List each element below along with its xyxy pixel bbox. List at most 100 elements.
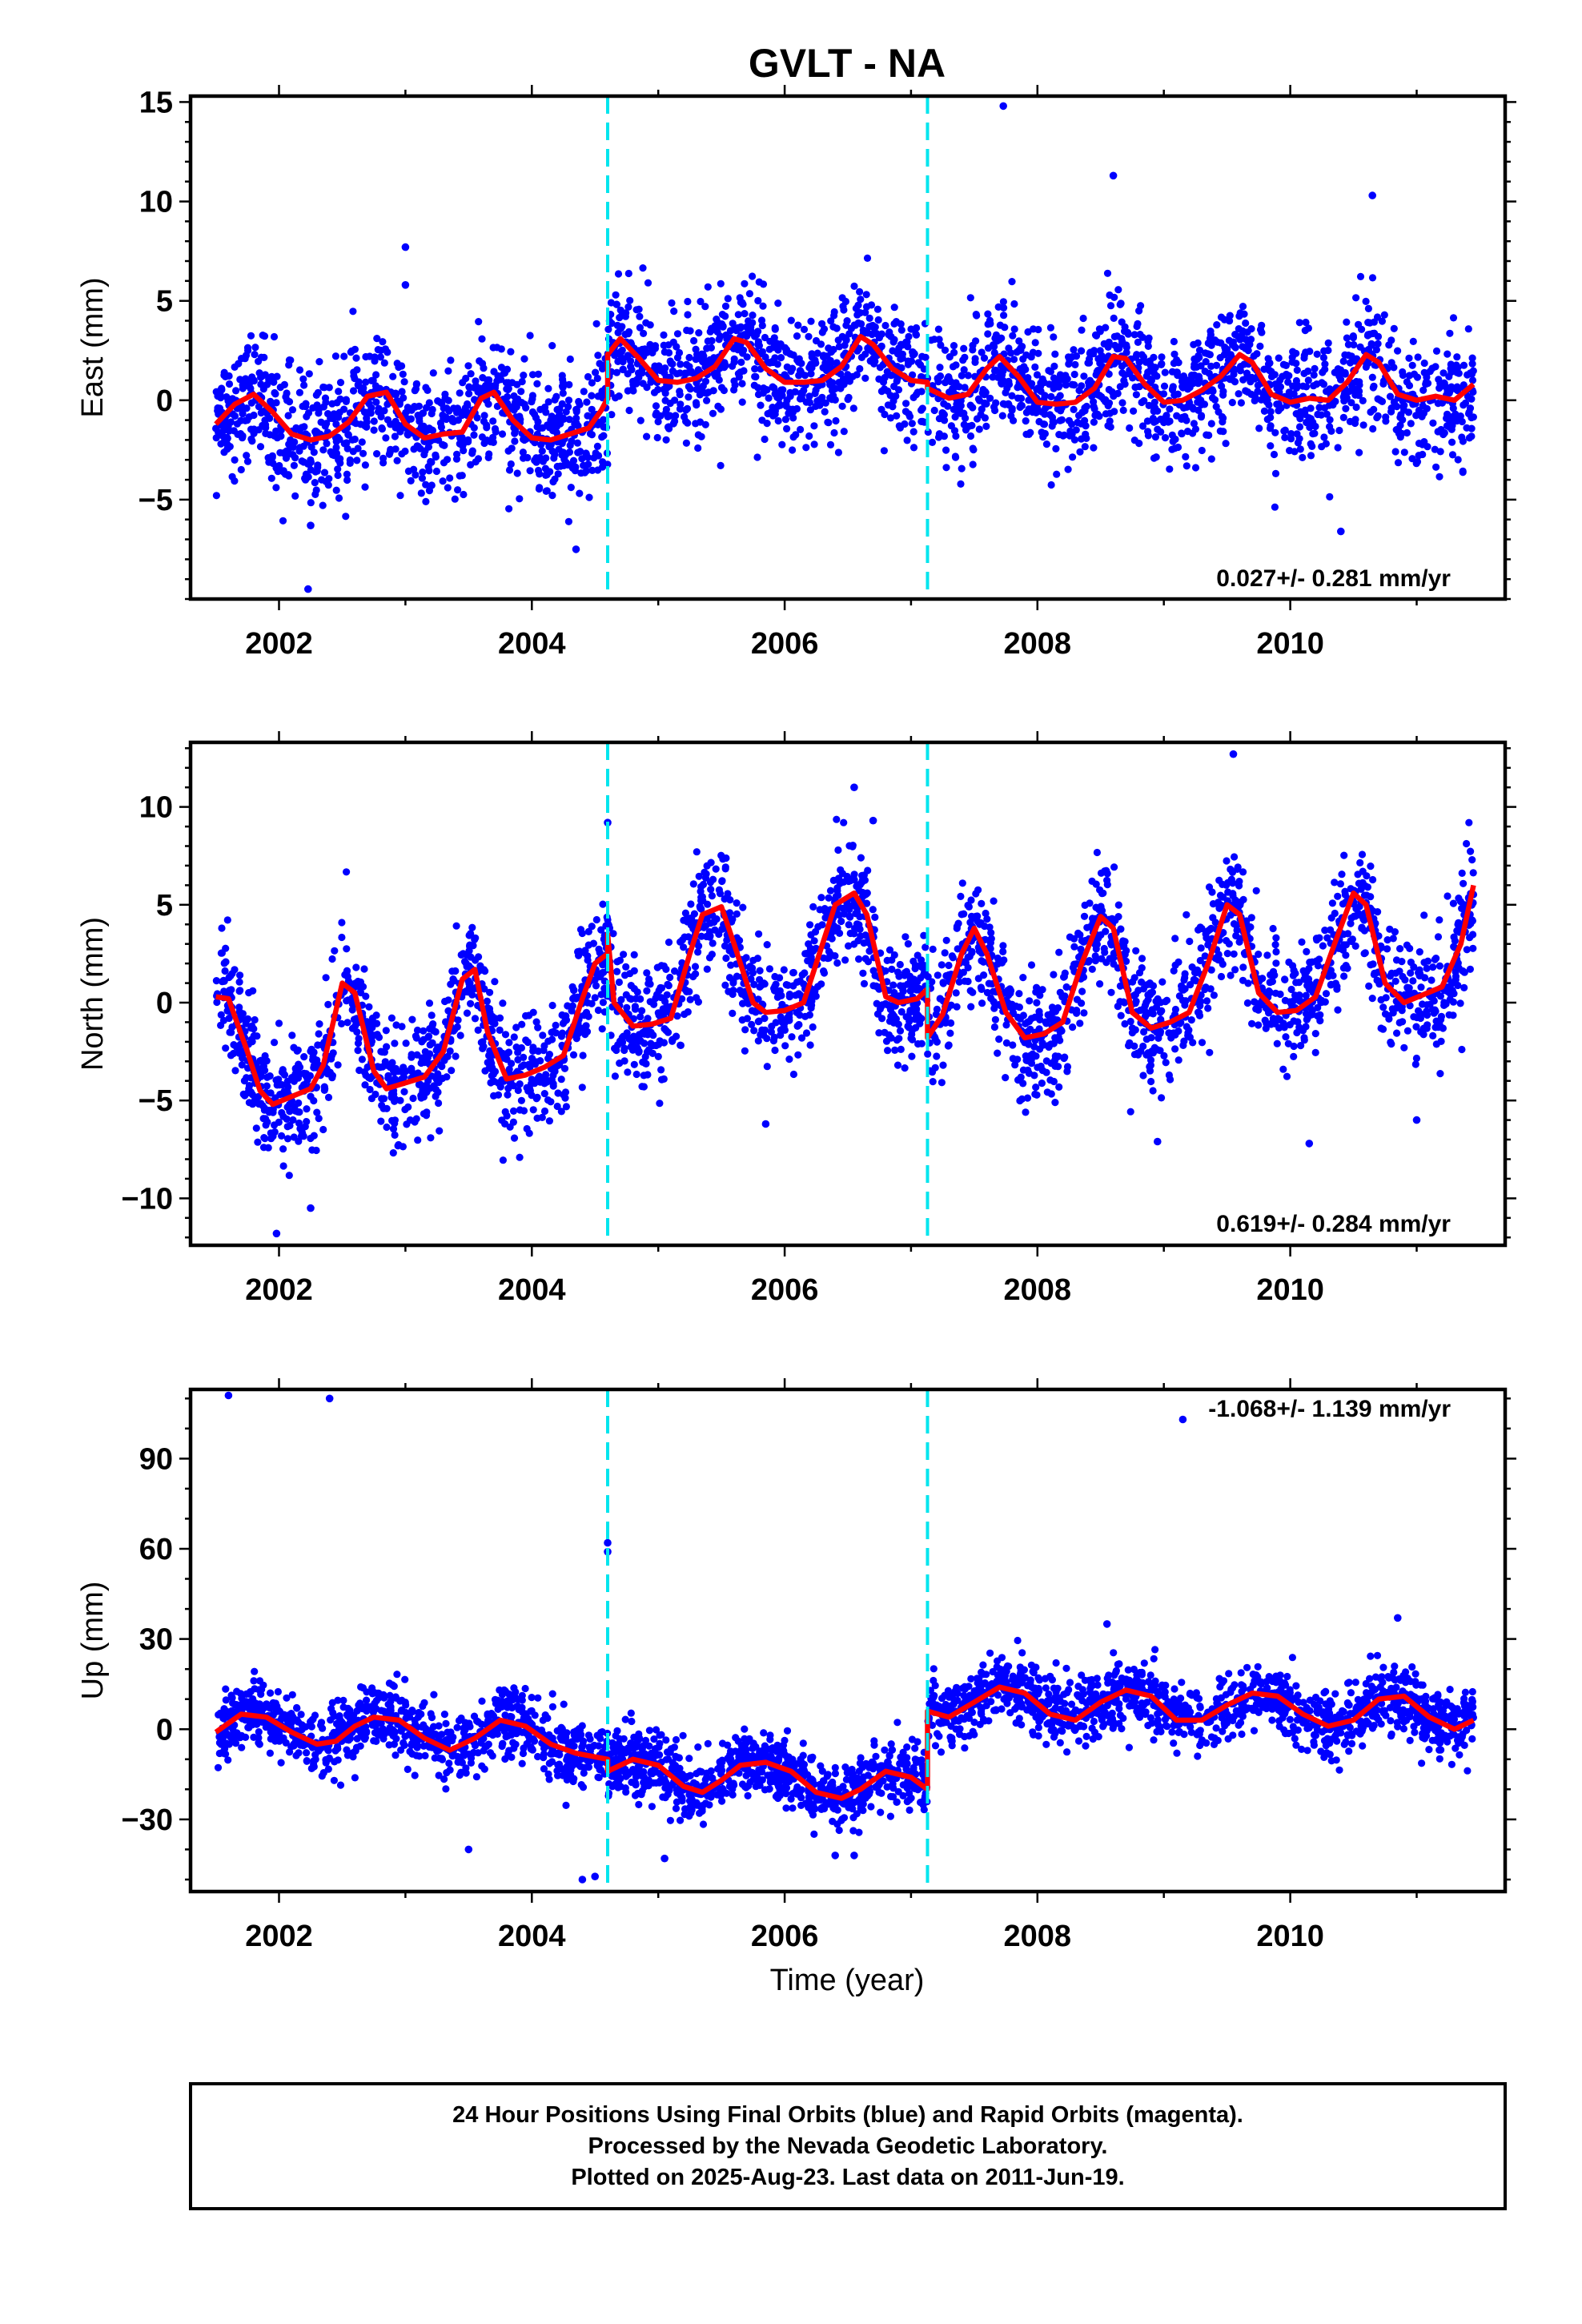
north-position-point xyxy=(592,982,600,990)
east-position-point xyxy=(1085,378,1093,387)
east-position-point xyxy=(436,419,445,428)
east-position-point xyxy=(1311,429,1319,437)
north-position-point xyxy=(1126,1017,1134,1026)
east-position-point xyxy=(1235,312,1243,320)
north-position-point xyxy=(1073,1009,1081,1017)
east-position-point xyxy=(749,312,757,320)
east-position-point xyxy=(380,359,388,367)
east-position-point xyxy=(902,400,910,408)
north-position-point xyxy=(267,1089,275,1097)
north-position-point xyxy=(408,1064,416,1072)
north-position-point xyxy=(654,1052,662,1060)
east-position-point xyxy=(1319,353,1327,362)
north-position-point xyxy=(890,951,898,959)
east-position-point xyxy=(497,376,505,384)
east-position-point xyxy=(1438,399,1447,407)
north-position-point xyxy=(810,937,818,945)
east-position-point xyxy=(1341,351,1349,359)
east-position-point xyxy=(468,449,476,457)
east-position-point xyxy=(391,417,400,425)
north-position-point xyxy=(398,1023,406,1031)
east-position-point xyxy=(841,341,849,349)
east-position-point xyxy=(1173,412,1181,420)
east-position-point xyxy=(692,356,700,364)
north-position-point xyxy=(1002,1074,1010,1082)
north-position-point xyxy=(394,1142,402,1150)
east-position-point xyxy=(1327,427,1335,436)
north-position-point xyxy=(540,1107,549,1116)
east-position-point xyxy=(420,451,428,459)
east-position-point xyxy=(777,354,785,362)
north-position-point xyxy=(303,1105,311,1113)
east-position-point xyxy=(1126,424,1134,432)
east-position-point xyxy=(1256,325,1265,334)
east-position-point xyxy=(1110,314,1118,322)
east-position-point xyxy=(556,405,564,413)
east-position-point xyxy=(1025,405,1033,413)
east-position-point xyxy=(1276,404,1284,412)
east-position-point xyxy=(865,323,873,331)
east-position-point xyxy=(428,458,436,466)
north-position-point xyxy=(687,900,695,908)
north-position-point xyxy=(252,1124,260,1132)
east-position-point xyxy=(578,455,586,463)
east-position-point xyxy=(1415,452,1423,460)
north-position-point xyxy=(685,987,693,995)
north-position-point xyxy=(1247,923,1255,931)
east-position-point xyxy=(257,353,265,361)
east-position-point xyxy=(1130,407,1138,415)
north-position-point xyxy=(452,967,460,975)
east-position-point xyxy=(604,460,612,468)
east-position-point xyxy=(1051,350,1059,358)
east-position-point xyxy=(555,445,563,453)
east-position-point xyxy=(422,480,430,489)
east-position-point xyxy=(608,320,616,328)
east-position-point xyxy=(646,340,654,348)
east-position-point xyxy=(380,407,388,415)
north-position-point xyxy=(630,951,638,959)
east-position-point xyxy=(845,330,853,338)
east-position-point xyxy=(580,461,588,469)
east-position-point xyxy=(1260,407,1268,415)
east-position-point xyxy=(273,372,281,380)
north-position-point xyxy=(739,903,747,911)
east-position-point xyxy=(484,453,492,462)
east-position-point xyxy=(979,385,987,394)
north-position-point xyxy=(1171,1005,1179,1014)
east-position-point xyxy=(662,436,670,444)
east-position-point xyxy=(741,310,749,318)
north-position-point xyxy=(1403,1027,1411,1035)
north-position-point xyxy=(859,969,867,977)
north-position-point xyxy=(725,909,734,917)
east-position-point xyxy=(1033,371,1042,379)
east-position-point xyxy=(1162,412,1170,420)
east-position-point xyxy=(797,425,805,434)
east-position-point xyxy=(1005,380,1013,388)
north-position-point xyxy=(424,1076,432,1085)
east-position-point xyxy=(998,334,1006,342)
north-position-point xyxy=(1210,991,1218,999)
east-position-point xyxy=(1078,347,1086,355)
east-position-point xyxy=(274,468,282,476)
east-position-point xyxy=(476,357,484,365)
north-position-point xyxy=(653,963,661,971)
east-position-point xyxy=(749,272,757,280)
east-position-point xyxy=(1350,340,1358,349)
east-position-point xyxy=(572,419,580,428)
north-position-point xyxy=(641,1059,649,1068)
east-position-point xyxy=(722,331,730,340)
east-position-point xyxy=(1042,440,1050,448)
north-position-point xyxy=(1077,945,1085,953)
east-position-point xyxy=(1170,391,1178,399)
east-position-point xyxy=(288,406,297,414)
east-position-point xyxy=(695,329,703,337)
east-position-point xyxy=(334,471,342,480)
east-position-point xyxy=(880,447,888,455)
east-position-point xyxy=(267,474,275,482)
east-position-point xyxy=(785,409,793,417)
east-position-point xyxy=(1242,319,1250,328)
east-position-point xyxy=(400,378,408,386)
east-position-point xyxy=(1219,391,1227,399)
north-position-dots xyxy=(212,750,1478,1238)
figure-title: GVLT - NA xyxy=(749,41,946,86)
